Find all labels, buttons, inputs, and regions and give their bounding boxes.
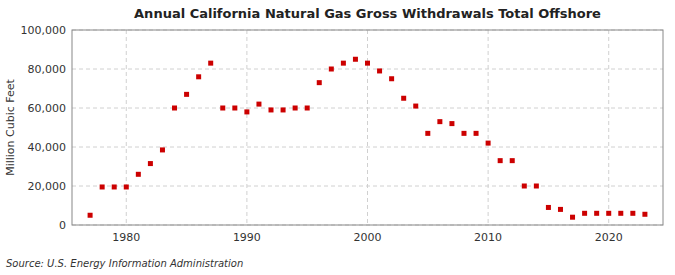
point: [317, 80, 322, 85]
y-tick-label: 0: [59, 219, 66, 232]
point: [377, 68, 382, 73]
point: [220, 106, 225, 111]
x-tick-label: 2020: [595, 231, 623, 244]
point: [401, 96, 406, 101]
point: [425, 131, 430, 136]
point: [100, 184, 105, 189]
x-tick-label: 1990: [233, 231, 261, 244]
point: [208, 61, 213, 66]
point: [437, 119, 442, 124]
point: [546, 205, 551, 210]
point: [136, 172, 141, 177]
point: [449, 121, 454, 126]
point: [594, 211, 599, 216]
point: [498, 158, 503, 163]
point: [269, 107, 274, 112]
point: [365, 61, 370, 66]
y-tick-label: 60,000: [28, 102, 67, 115]
point: [148, 161, 153, 166]
x-tick-label: 2010: [474, 231, 502, 244]
point: [244, 109, 249, 114]
point: [630, 211, 635, 216]
point: [172, 106, 177, 111]
point: [256, 102, 261, 107]
point: [413, 104, 418, 109]
x-grid-line: [608, 30, 609, 225]
point: [124, 184, 129, 189]
y-axis-label: Million Cubic Feet: [4, 78, 17, 175]
point: [341, 61, 346, 66]
x-grid-line: [367, 30, 368, 225]
point: [305, 106, 310, 111]
y-tick-label: 80,000: [28, 63, 67, 76]
x-grid-line: [488, 30, 489, 225]
y-tick-label: 100,000: [21, 24, 67, 37]
chart: Annual California Natural Gas Gross With…: [0, 0, 675, 275]
y-tick-label: 40,000: [28, 141, 67, 154]
grid: [72, 30, 663, 225]
point: [88, 213, 93, 218]
point: [329, 67, 334, 72]
point: [570, 215, 575, 220]
y-tick-label: 20,000: [28, 180, 67, 193]
point: [582, 211, 587, 216]
point: [160, 147, 165, 152]
source-note: Source: U.S. Energy Information Administ…: [6, 258, 243, 269]
point: [474, 131, 479, 136]
point: [353, 57, 358, 62]
point: [618, 211, 623, 216]
point: [112, 184, 117, 189]
point: [389, 76, 394, 81]
point: [232, 106, 237, 111]
point: [558, 207, 563, 212]
point: [196, 74, 201, 79]
point: [486, 141, 491, 146]
point: [522, 184, 527, 189]
points: [88, 57, 648, 220]
point: [184, 92, 189, 97]
point: [293, 106, 298, 111]
point: [534, 184, 539, 189]
x-tick-label: 2000: [354, 231, 382, 244]
x-grid-line: [126, 30, 127, 225]
point: [510, 158, 515, 163]
point: [642, 212, 647, 217]
x-grid-line: [246, 30, 247, 225]
x-tick-label: 1980: [112, 231, 140, 244]
point: [281, 107, 286, 112]
plot-frame: [72, 30, 663, 225]
point: [606, 211, 611, 216]
point: [461, 131, 466, 136]
y-grid-line: [72, 147, 663, 148]
title: Annual California Natural Gas Gross With…: [134, 6, 601, 21]
